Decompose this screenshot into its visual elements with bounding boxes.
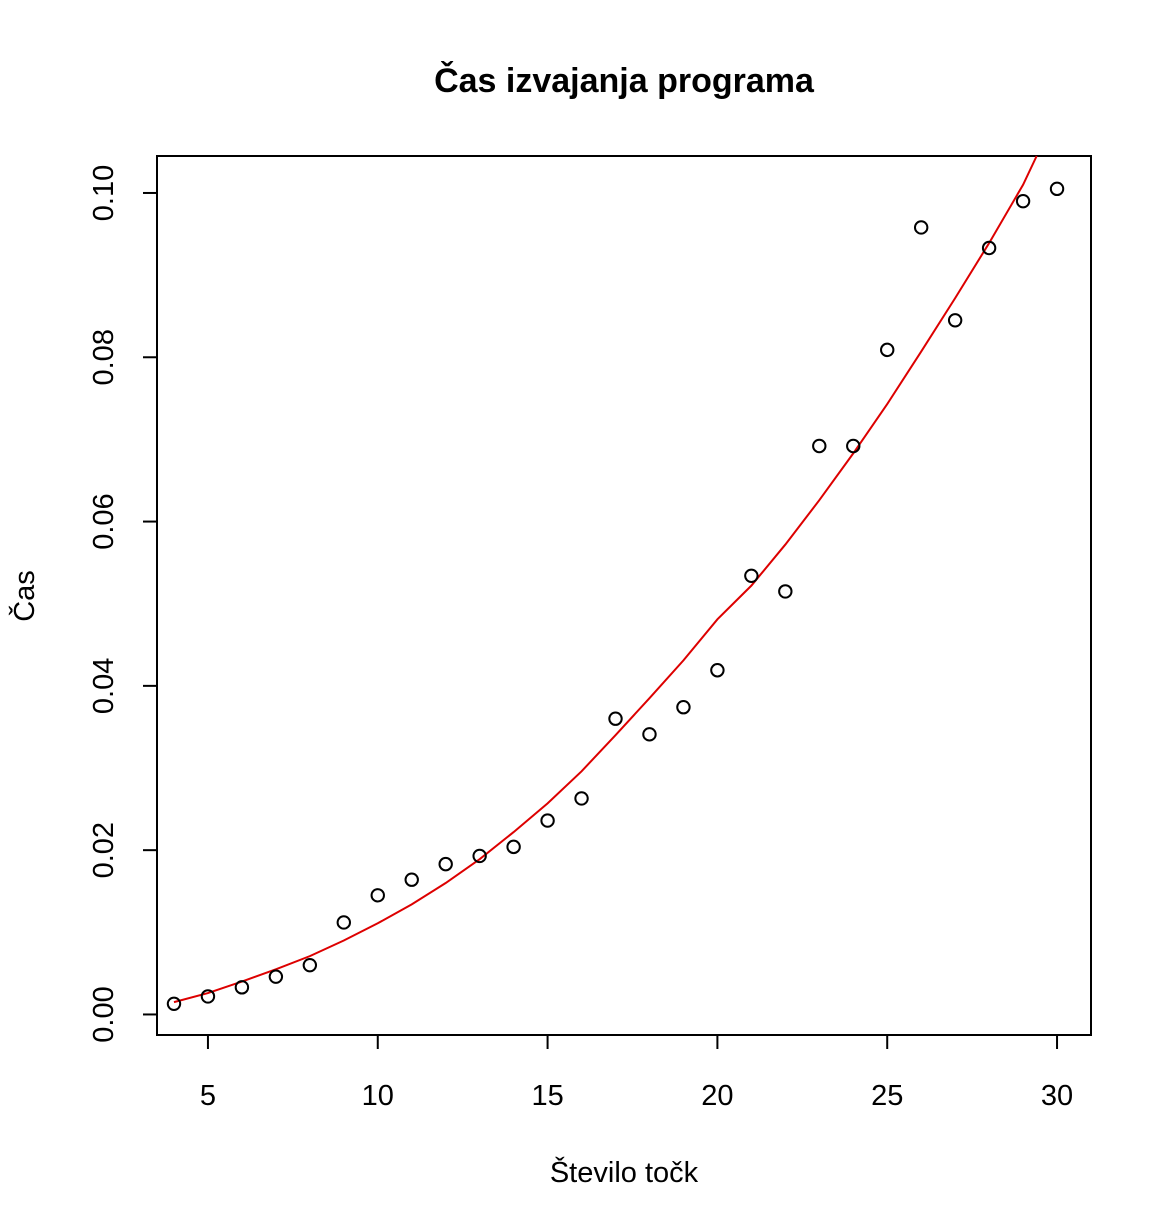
points-layer	[166, 181, 1065, 1011]
data-point	[676, 700, 691, 715]
y-axis: 0.00 0.02 0.04 0.06 0.08 0.10	[88, 165, 158, 1043]
chart-title: Čas izvajanja programa	[434, 61, 815, 100]
x-tick-label: 15	[531, 1080, 563, 1112]
data-point	[166, 996, 182, 1011]
data-point	[1015, 193, 1031, 209]
data-point	[200, 989, 216, 1004]
data-point	[336, 915, 351, 930]
x-axis-label: Število točk	[550, 1155, 699, 1189]
y-tick-label: 0.02	[88, 822, 120, 878]
y-tick-label: 0.04	[88, 658, 120, 714]
data-point	[438, 856, 453, 872]
data-point	[574, 791, 589, 806]
y-tick-label: 0.08	[88, 329, 120, 385]
data-point	[812, 438, 827, 454]
y-axis-label: Čas	[7, 570, 41, 622]
data-point	[846, 438, 861, 454]
data-point	[913, 220, 929, 235]
data-point	[1049, 181, 1065, 197]
data-point	[472, 848, 487, 864]
x-tick-label: 25	[871, 1080, 903, 1112]
x-tick-label: 5	[200, 1080, 216, 1112]
data-point	[880, 342, 895, 358]
y-tick-label: 0.10	[88, 165, 120, 221]
data-point	[302, 957, 318, 973]
data-point	[642, 727, 657, 742]
x-tick-label: 10	[362, 1080, 394, 1112]
data-point	[744, 568, 759, 583]
fit-line-layer	[173, 155, 1038, 1004]
fitted-curve	[173, 155, 1038, 1004]
data-point	[778, 584, 793, 599]
data-point	[710, 663, 725, 678]
y-tick-label: 0.00	[88, 986, 120, 1042]
y-tick-label: 0.06	[88, 493, 120, 549]
data-point	[506, 839, 521, 855]
data-point	[947, 313, 963, 328]
data-point	[404, 872, 419, 887]
data-point	[234, 980, 250, 995]
data-point	[370, 888, 385, 903]
data-point	[608, 711, 623, 726]
data-point	[540, 813, 555, 828]
x-axis: 5 10 15 20 25 30	[200, 1034, 1073, 1112]
data-point	[981, 240, 997, 256]
x-tick-label: 20	[701, 1080, 733, 1112]
x-tick-label: 30	[1041, 1080, 1073, 1112]
data-point	[268, 969, 284, 984]
plot-frame	[156, 155, 1092, 1036]
